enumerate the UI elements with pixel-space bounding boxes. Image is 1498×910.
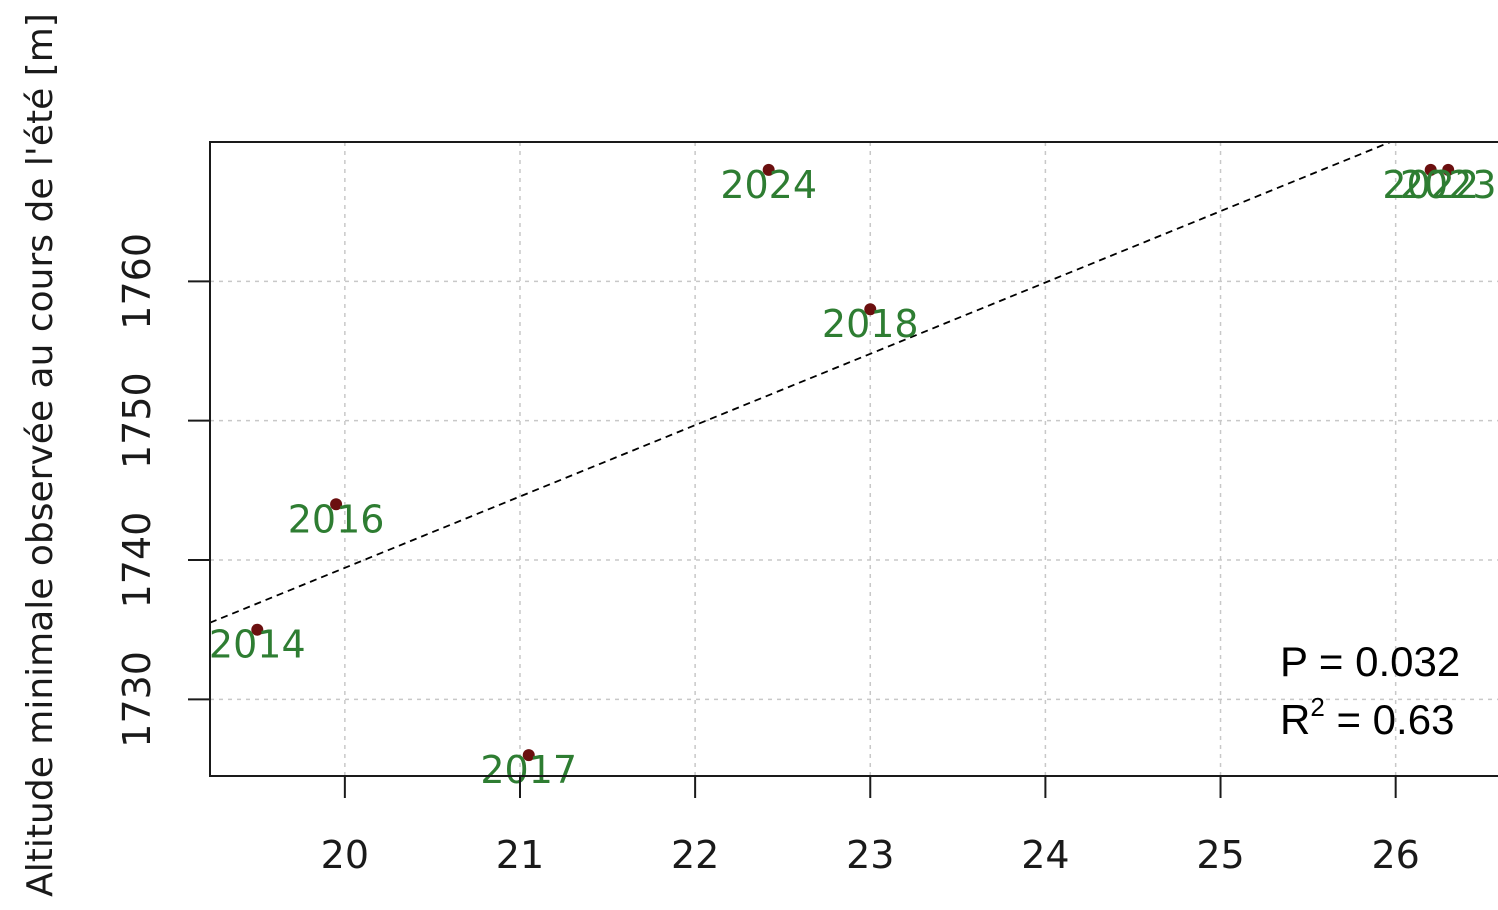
data-point [330, 498, 343, 511]
data-point [762, 163, 775, 176]
data-points [251, 163, 1455, 762]
trendline-group [210, 142, 1391, 624]
x-tick-label: 20 [321, 833, 369, 877]
x-tick-label: 26 [1371, 833, 1419, 877]
y-axis-label: Altitude minimale observée au cours de l… [20, 13, 61, 897]
point-label: 2024 [720, 163, 817, 207]
p-value-text: P = 0.032 [1280, 638, 1460, 685]
r2-superscript: 2 [1310, 692, 1324, 722]
plot-frame [209, 141, 1498, 777]
r2-value: = 0.63 [1325, 696, 1455, 743]
point-label: 2022 [1382, 163, 1479, 207]
y-tick-label: 1750 [115, 372, 159, 469]
point-label: 2018 [822, 302, 919, 346]
point-label: 2017 [480, 748, 577, 792]
y-axis: 1730 1740 1750 1760 [115, 233, 210, 748]
grid-lines [210, 142, 1498, 776]
data-point [864, 303, 877, 316]
x-tick-label: 25 [1196, 833, 1244, 877]
y-tick-label: 1730 [115, 651, 159, 748]
data-point [251, 623, 264, 636]
y-tick-label: 1740 [115, 512, 159, 609]
x-tick-label: 24 [1021, 833, 1069, 877]
x-tick-label: 21 [496, 833, 544, 877]
stats-annotation: P = 0.032 R2 = 0.63 [1280, 638, 1460, 743]
x-tick-label: 23 [846, 833, 894, 877]
data-point [1442, 163, 1455, 176]
point-label: 2014 [209, 623, 306, 667]
point-label: 2023 [1400, 163, 1497, 207]
y-tick-label: 1760 [115, 233, 159, 330]
r2-prefix: R [1280, 696, 1310, 743]
point-label: 2016 [288, 497, 385, 541]
trend-line [210, 142, 1391, 624]
r2-text: R2 = 0.63 [1280, 692, 1454, 743]
data-point [1424, 163, 1437, 176]
x-axis: 20 21 22 23 24 25 26 [321, 776, 1420, 877]
x-tick-label: 22 [671, 833, 719, 877]
data-point [522, 749, 535, 762]
